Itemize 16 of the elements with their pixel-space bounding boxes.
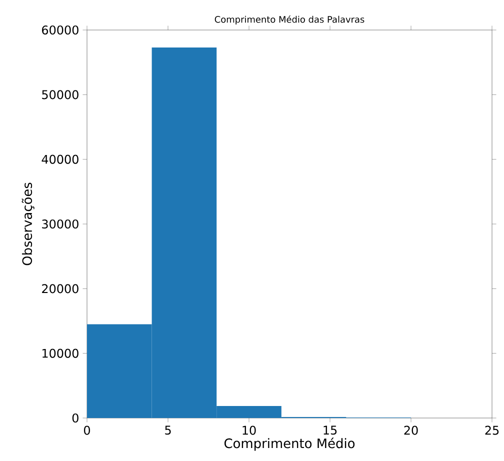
x-tick-label: 20	[404, 426, 418, 435]
y-tick-label: 30000	[42, 219, 78, 229]
y-tick-label: 60000	[42, 25, 78, 35]
y-tick-label: 10000	[42, 348, 78, 358]
y-tick-label: 40000	[42, 154, 78, 164]
x-tick-label: 15	[324, 426, 337, 435]
x-tick-label: 10	[242, 426, 256, 435]
x-tick-label: 5	[165, 426, 171, 435]
x-tick-label: 0	[84, 426, 90, 435]
y-tick-label: 50000	[42, 90, 78, 100]
chart-title: Comprimento Médio das Palavras	[214, 15, 364, 24]
y-tick-label: 0	[72, 413, 78, 423]
x-tick-label: 25	[485, 426, 499, 435]
x-axis-title: Comprimento Médio	[224, 438, 355, 451]
y-axis-title: Observações	[22, 182, 34, 266]
y-tick-label: 20000	[42, 284, 78, 294]
